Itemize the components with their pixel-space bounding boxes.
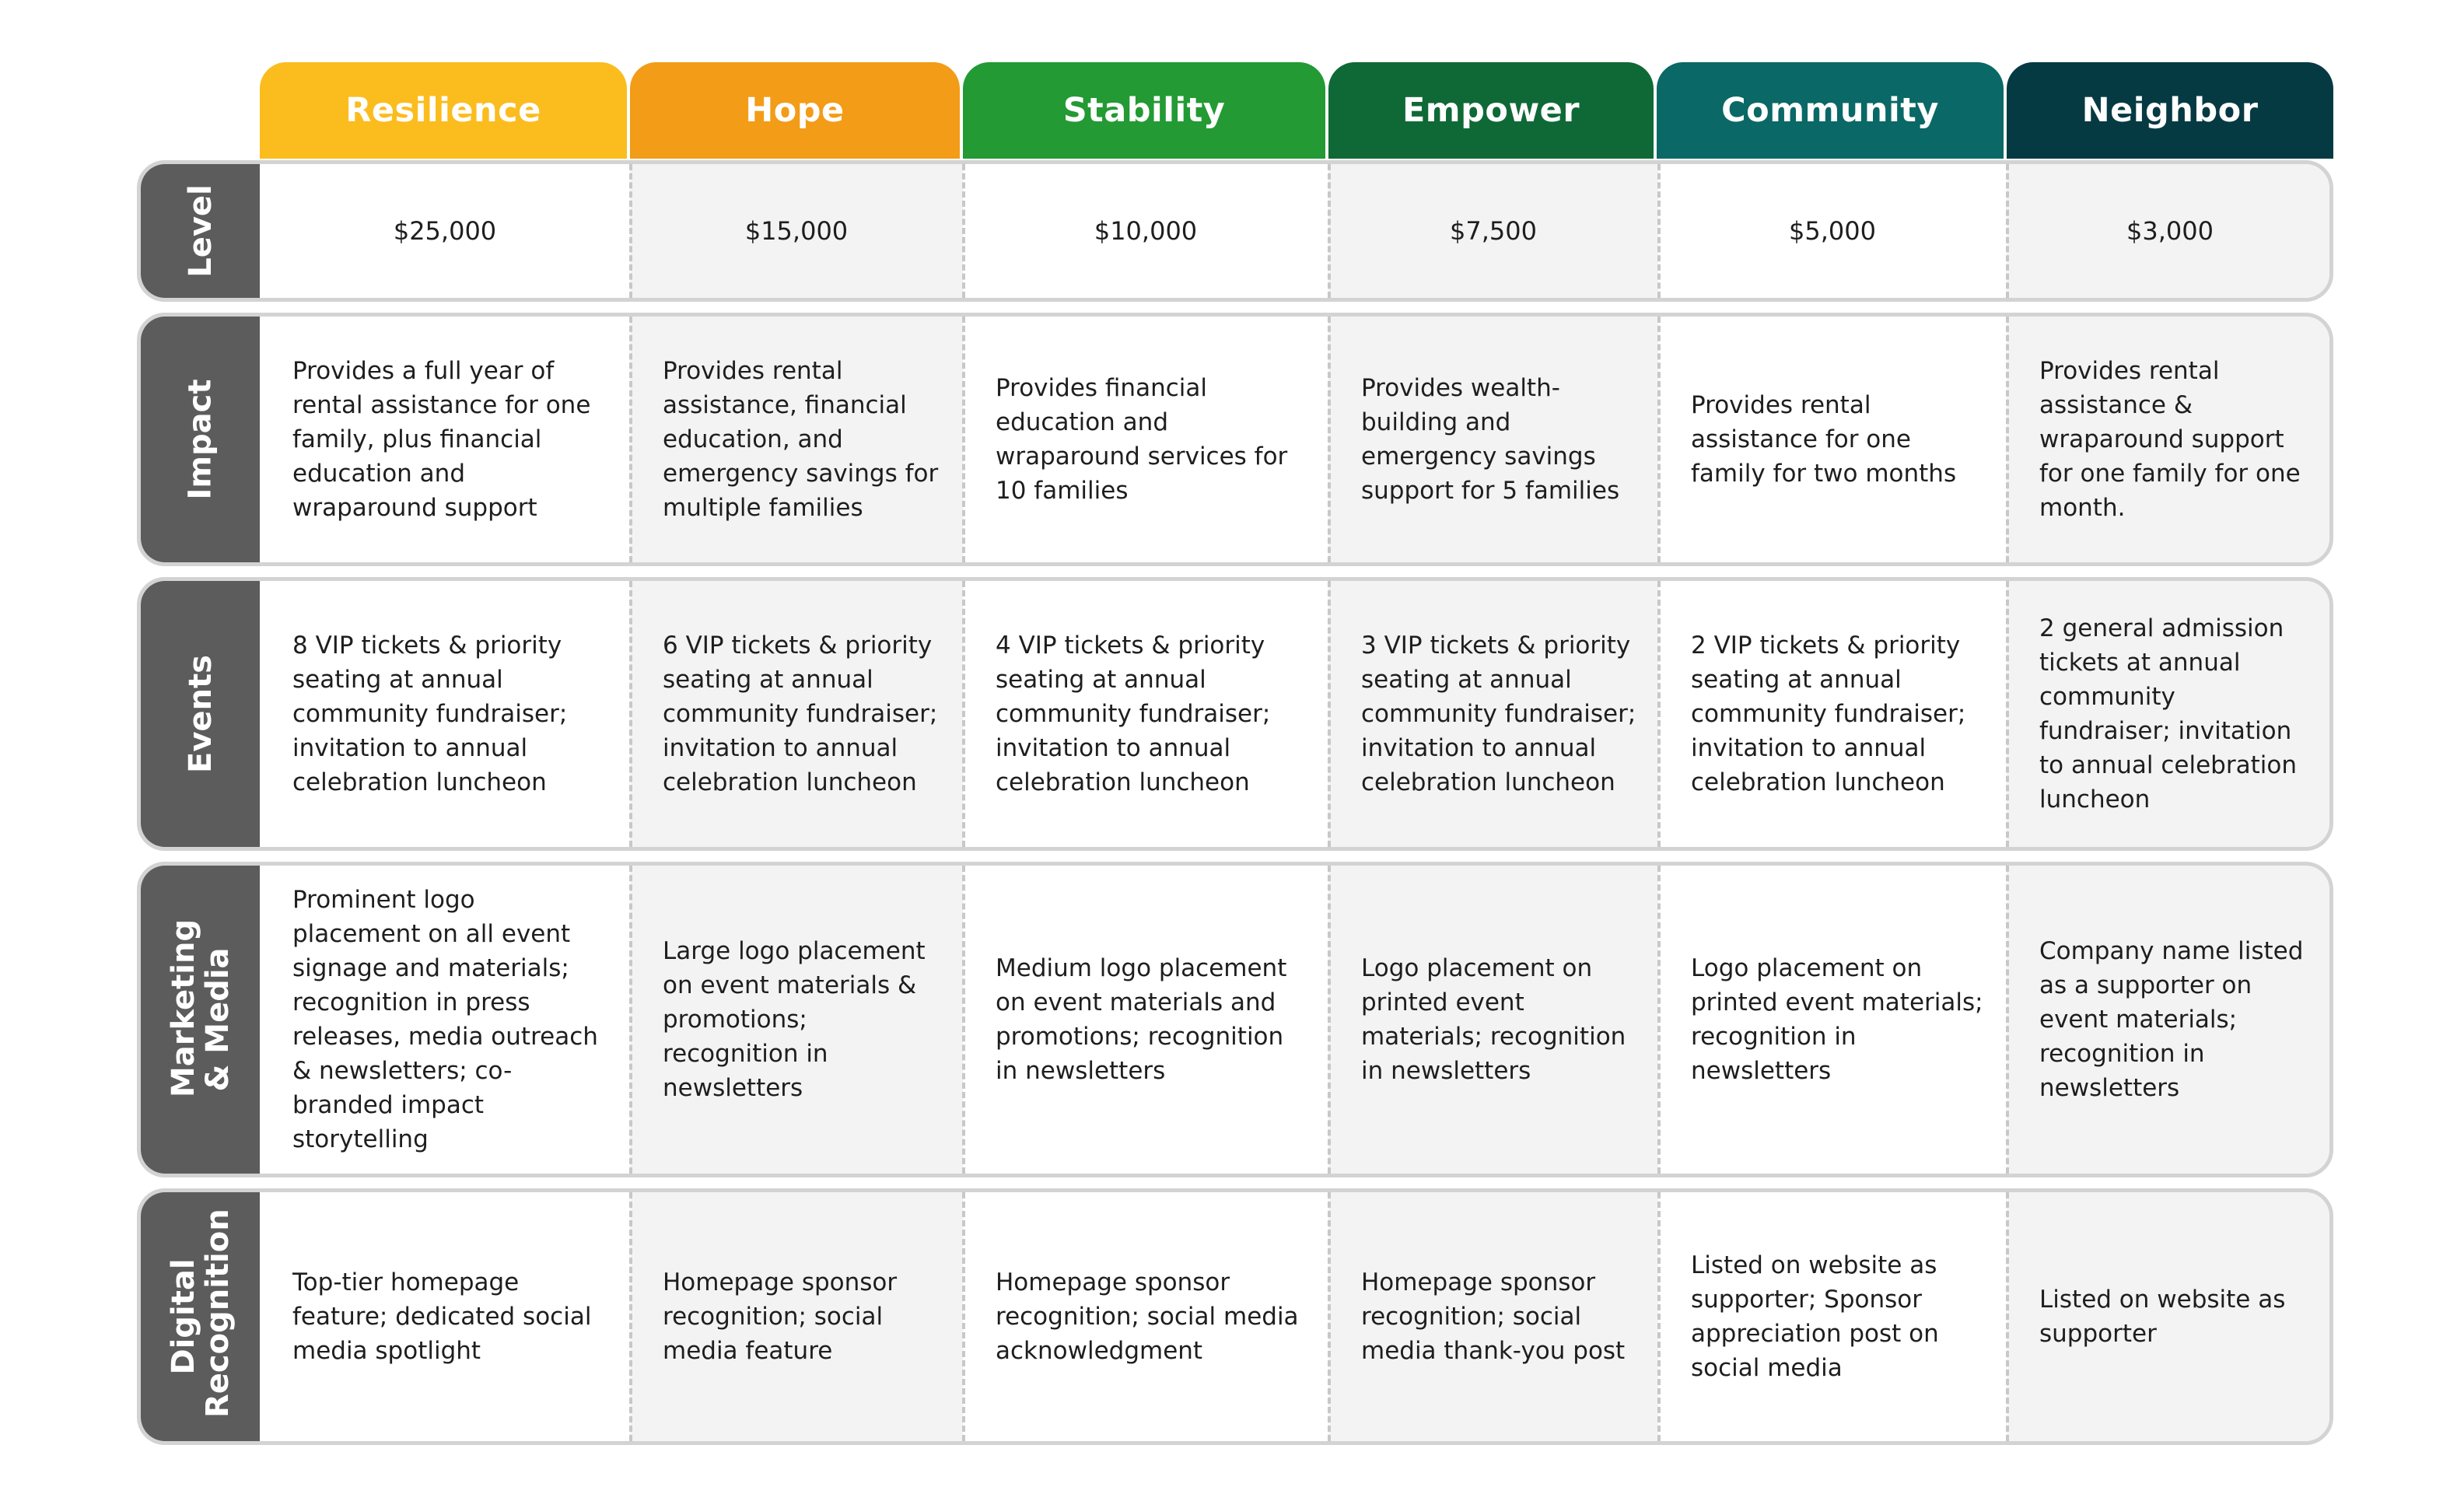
marketing-cell-community: Logo placement on printed event material… [1691, 954, 1983, 1085]
digital-cell-hope: Homepage sponsor recognition; social med… [630, 1192, 963, 1441]
row-marketing-media: Marketing & Media Prominent logo placeme… [137, 862, 2333, 1177]
row-level: Level $25,000 $15,000 $10,000 $7,500 $5,… [137, 160, 2333, 302]
events-cell-community: 2 VIP tickets & priority seating at annu… [1691, 632, 1966, 796]
row-label-level: Level [141, 164, 260, 298]
marketing-cell-resilience: Prominent logo placement on all event si… [292, 886, 598, 1153]
row-label-events: Events [141, 581, 260, 847]
events-cell-resilience: 8 VIP tickets & priority seating at annu… [292, 632, 568, 796]
column-divider [1328, 866, 1331, 1174]
row-label-text: Digital Recognition [165, 1209, 236, 1418]
column-divider [2006, 581, 2009, 847]
column-divider [962, 164, 965, 298]
tier-header-label: Empower [1402, 91, 1580, 130]
digital-cell-community: Listed on website as supporter; Sponsor … [1691, 1251, 1939, 1382]
row-label-impact: Impact [141, 317, 260, 562]
column-divider [962, 317, 965, 562]
column-divider [1657, 1192, 1661, 1441]
row-label-text: Level [182, 184, 219, 278]
column-divider [629, 581, 632, 847]
column-divider [2006, 866, 2009, 1174]
tier-header-empower: Empower [1328, 62, 1654, 159]
impact-cell-neighbor: Provides rental assistance & wraparound … [2007, 317, 2329, 562]
events-cell-stability: 4 VIP tickets & priority seating at annu… [996, 632, 1271, 796]
tier-header-stability: Stability [963, 62, 1325, 159]
row-label-text: Impact [182, 379, 219, 500]
impact-cell-stability: Provides financial education and wraparo… [996, 374, 1288, 505]
tier-header-label: Stability [1062, 91, 1226, 130]
tier-header-label: Resilience [345, 91, 541, 130]
digital-cell-stability: Homepage sponsor recognition; social med… [996, 1268, 1299, 1365]
row-label-text: Marketing & Media [165, 918, 236, 1097]
level-cell-stability: $10,000 [1094, 216, 1198, 246]
row-label-digital-recognition: Digital Recognition [141, 1192, 260, 1441]
column-divider [629, 317, 632, 562]
row-digital-recognition: Digital Recognition Top-tier homepage fe… [137, 1188, 2333, 1445]
column-divider [1657, 866, 1661, 1174]
column-divider [629, 1192, 632, 1441]
marketing-cell-empower: Logo placement on printed event material… [1328, 866, 1658, 1174]
level-cell-community: $5,000 [1789, 216, 1876, 246]
column-divider [1657, 581, 1661, 847]
level-cell-empower: $7,500 [1328, 164, 1658, 298]
column-divider [2006, 164, 2009, 298]
level-cell-hope: $15,000 [630, 164, 963, 298]
marketing-cell-hope: Large logo placement on event materials … [630, 866, 963, 1174]
column-divider [962, 866, 965, 1174]
column-divider [1657, 164, 1661, 298]
digital-cell-resilience: Top-tier homepage feature; dedicated soc… [292, 1268, 592, 1365]
column-divider [1328, 164, 1331, 298]
column-divider [2006, 317, 2009, 562]
column-divider [1328, 1192, 1331, 1441]
impact-cell-community: Provides rental assistance for one famil… [1691, 391, 1957, 488]
events-cell-hope: 6 VIP tickets & priority seating at annu… [630, 581, 963, 847]
column-divider [629, 164, 632, 298]
column-divider [2006, 1192, 2009, 1441]
digital-cell-neighbor: Listed on website as supporter [2007, 1192, 2329, 1441]
row-label-marketing-media: Marketing & Media [141, 866, 260, 1174]
tier-header-neighbor: Neighbor [2007, 62, 2333, 159]
events-cell-neighbor: 2 general admission tickets at annual co… [2007, 581, 2329, 847]
column-divider [629, 866, 632, 1174]
column-divider [962, 1192, 965, 1441]
column-divider [962, 581, 965, 847]
marketing-cell-neighbor: Company name listed as a supporter on ev… [2007, 866, 2329, 1174]
impact-cell-empower: Provides wealth-building and emergency s… [1328, 317, 1658, 562]
row-label-text: Events [182, 655, 219, 773]
row-events: Events 8 VIP tickets & priority seating … [137, 577, 2333, 851]
level-cell-neighbor: $3,000 [2007, 164, 2329, 298]
marketing-cell-stability: Medium logo placement on event materials… [996, 954, 1287, 1085]
digital-cell-empower: Homepage sponsor recognition; social med… [1328, 1192, 1658, 1441]
tier-header-community: Community [1657, 62, 2004, 159]
tier-header-hope: Hope [630, 62, 960, 159]
column-divider [1328, 581, 1331, 847]
tier-header-resilience: Resilience [260, 62, 627, 159]
column-divider [1657, 317, 1661, 562]
tier-header-label: Hope [745, 91, 845, 130]
impact-cell-hope: Provides rental assistance, financial ed… [630, 317, 963, 562]
row-impact: Impact Provides a full year of rental as… [137, 313, 2333, 566]
impact-cell-resilience: Provides a full year of rental assistanc… [292, 357, 591, 522]
level-cell-resilience: $25,000 [393, 216, 497, 246]
tier-header-label: Community [1721, 91, 1939, 130]
events-cell-empower: 3 VIP tickets & priority seating at annu… [1328, 581, 1658, 847]
tier-header-label: Neighbor [2081, 91, 2259, 130]
column-divider [1328, 317, 1331, 562]
